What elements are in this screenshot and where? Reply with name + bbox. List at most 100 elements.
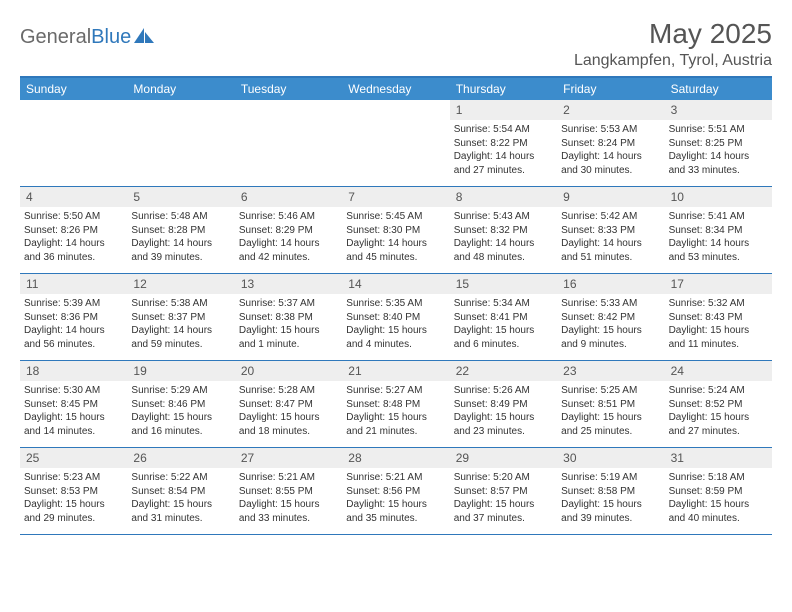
sunset-line: Sunset: 8:38 PM: [239, 311, 338, 325]
daylight-line: Daylight: 14 hours and 45 minutes.: [346, 237, 445, 264]
day-number: 15: [450, 274, 557, 294]
weeks-container: 1Sunrise: 5:54 AMSunset: 8:22 PMDaylight…: [20, 100, 772, 535]
sunrise-line: Sunrise: 5:27 AM: [346, 384, 445, 398]
sunrise-line: Sunrise: 5:22 AM: [131, 471, 230, 485]
sunset-line: Sunset: 8:32 PM: [454, 224, 553, 238]
weekday-header-row: SundayMondayTuesdayWednesdayThursdayFrid…: [20, 78, 772, 100]
weekday-tuesday: Tuesday: [235, 78, 342, 100]
day-number: [20, 100, 127, 120]
daylight-line: Daylight: 15 hours and 33 minutes.: [239, 498, 338, 525]
day-cell: 26Sunrise: 5:22 AMSunset: 8:54 PMDayligh…: [127, 448, 234, 534]
day-cell: 4Sunrise: 5:50 AMSunset: 8:26 PMDaylight…: [20, 187, 127, 273]
sunrise-line: Sunrise: 5:41 AM: [669, 210, 768, 224]
sunrise-line: Sunrise: 5:28 AM: [239, 384, 338, 398]
day-cell: 28Sunrise: 5:21 AMSunset: 8:56 PMDayligh…: [342, 448, 449, 534]
day-cell: 1Sunrise: 5:54 AMSunset: 8:22 PMDaylight…: [450, 100, 557, 186]
month-title: May 2025: [574, 18, 772, 50]
day-cell: 13Sunrise: 5:37 AMSunset: 8:38 PMDayligh…: [235, 274, 342, 360]
daylight-line: Daylight: 14 hours and 39 minutes.: [131, 237, 230, 264]
sunset-line: Sunset: 8:54 PM: [131, 485, 230, 499]
sunset-line: Sunset: 8:26 PM: [24, 224, 123, 238]
sunset-line: Sunset: 8:40 PM: [346, 311, 445, 325]
sunset-line: Sunset: 8:52 PM: [669, 398, 768, 412]
day-number: 3: [665, 100, 772, 120]
day-number: 4: [20, 187, 127, 207]
daylight-line: Daylight: 15 hours and 23 minutes.: [454, 411, 553, 438]
sunrise-line: Sunrise: 5:19 AM: [561, 471, 660, 485]
day-number: 25: [20, 448, 127, 468]
weekday-saturday: Saturday: [665, 78, 772, 100]
sunset-line: Sunset: 8:24 PM: [561, 137, 660, 151]
day-cell: 8 Sunrise: 5:43 AMSunset: 8:32 PMDaylight…: [450, 187, 557, 273]
day-cell: 29Sunrise: 5:20 AMSunset: 8:57 PMDayligh…: [450, 448, 557, 534]
brand-text: GeneralBlue: [20, 26, 131, 49]
daylight-line: Daylight: 15 hours and 29 minutes.: [24, 498, 123, 525]
sunset-line: Sunset: 8:56 PM: [346, 485, 445, 499]
daylight-line: Daylight: 15 hours and 14 minutes.: [24, 411, 123, 438]
sunrise-line: Sunrise: 5:25 AM: [561, 384, 660, 398]
daylight-line: Daylight: 14 hours and 30 minutes.: [561, 150, 660, 177]
sunrise-line: Sunrise: 5:29 AM: [131, 384, 230, 398]
weekday-friday: Friday: [557, 78, 664, 100]
day-cell: 25 Sunrise: 5:23 AMSunset: 8:53 PMDayligh…: [20, 448, 127, 534]
sail-icon: [134, 26, 156, 49]
day-number: 22: [450, 361, 557, 381]
daylight-line: Daylight: 14 hours and 33 minutes.: [669, 150, 768, 177]
day-number: [342, 100, 449, 120]
sunset-line: Sunset: 8:46 PM: [131, 398, 230, 412]
week-row: 4Sunrise: 5:50 AMSunset: 8:26 PMDaylight…: [20, 187, 772, 274]
sunrise-line: Sunrise: 5:21 AM: [239, 471, 338, 485]
sunset-line: Sunset: 8:53 PM: [24, 485, 123, 499]
day-number: 11: [20, 274, 127, 294]
daylight-line: Daylight: 15 hours and 39 minutes.: [561, 498, 660, 525]
sunrise-line: Sunrise: 5:45 AM: [346, 210, 445, 224]
sunrise-line: Sunrise: 5:24 AM: [669, 384, 768, 398]
day-cell: 6Sunrise: 5:46 AMSunset: 8:29 PMDaylight…: [235, 187, 342, 273]
sunrise-line: Sunrise: 5:34 AM: [454, 297, 553, 311]
sunset-line: Sunset: 8:57 PM: [454, 485, 553, 499]
day-cell: 10Sunrise: 5:41 AMSunset: 8:34 PMDayligh…: [665, 187, 772, 273]
day-number: 24: [665, 361, 772, 381]
sunset-line: Sunset: 8:36 PM: [24, 311, 123, 325]
sunrise-line: Sunrise: 5:18 AM: [669, 471, 768, 485]
day-number: 8: [450, 187, 557, 207]
daylight-line: Daylight: 15 hours and 18 minutes.: [239, 411, 338, 438]
daylight-line: Daylight: 15 hours and 21 minutes.: [346, 411, 445, 438]
day-cell: 16Sunrise: 5:33 AMSunset: 8:42 PMDayligh…: [557, 274, 664, 360]
sunset-line: Sunset: 8:22 PM: [454, 137, 553, 151]
day-number: 20: [235, 361, 342, 381]
day-number: 31: [665, 448, 772, 468]
day-cell: 7Sunrise: 5:45 AMSunset: 8:30 PMDaylight…: [342, 187, 449, 273]
day-number: 27: [235, 448, 342, 468]
day-cell: 14Sunrise: 5:35 AMSunset: 8:40 PMDayligh…: [342, 274, 449, 360]
daylight-line: Daylight: 14 hours and 51 minutes.: [561, 237, 660, 264]
daylight-line: Daylight: 14 hours and 48 minutes.: [454, 237, 553, 264]
daylight-line: Daylight: 15 hours and 4 minutes.: [346, 324, 445, 351]
day-cell: 3Sunrise: 5:51 AMSunset: 8:25 PMDaylight…: [665, 100, 772, 186]
day-number: 29: [450, 448, 557, 468]
sunset-line: Sunset: 8:25 PM: [669, 137, 768, 151]
sunset-line: Sunset: 8:41 PM: [454, 311, 553, 325]
sunrise-line: Sunrise: 5:26 AM: [454, 384, 553, 398]
day-cell: 20Sunrise: 5:28 AMSunset: 8:47 PMDayligh…: [235, 361, 342, 447]
sunset-line: Sunset: 8:58 PM: [561, 485, 660, 499]
daylight-line: Daylight: 14 hours and 27 minutes.: [454, 150, 553, 177]
day-cell: 19Sunrise: 5:29 AMSunset: 8:46 PMDayligh…: [127, 361, 234, 447]
day-cell: 24Sunrise: 5:24 AMSunset: 8:52 PMDayligh…: [665, 361, 772, 447]
sunset-line: Sunset: 8:55 PM: [239, 485, 338, 499]
calendar-grid: SundayMondayTuesdayWednesdayThursdayFrid…: [20, 76, 772, 535]
daylight-line: Daylight: 15 hours and 31 minutes.: [131, 498, 230, 525]
day-number: 14: [342, 274, 449, 294]
sunrise-line: Sunrise: 5:39 AM: [24, 297, 123, 311]
daylight-line: Daylight: 15 hours and 11 minutes.: [669, 324, 768, 351]
location-text: Langkampfen, Tyrol, Austria: [574, 52, 772, 70]
day-cell: 5Sunrise: 5:48 AMSunset: 8:28 PMDaylight…: [127, 187, 234, 273]
sunset-line: Sunset: 8:30 PM: [346, 224, 445, 238]
sunrise-line: Sunrise: 5:32 AM: [669, 297, 768, 311]
sunrise-line: Sunrise: 5:43 AM: [454, 210, 553, 224]
day-cell: 31Sunrise: 5:18 AMSunset: 8:59 PMDayligh…: [665, 448, 772, 534]
daylight-line: Daylight: 15 hours and 25 minutes.: [561, 411, 660, 438]
sunrise-line: Sunrise: 5:23 AM: [24, 471, 123, 485]
week-row: 25Sunrise: 5:23 AMSunset: 8:53 PMDayligh…: [20, 448, 772, 535]
daylight-line: Daylight: 15 hours and 37 minutes.: [454, 498, 553, 525]
